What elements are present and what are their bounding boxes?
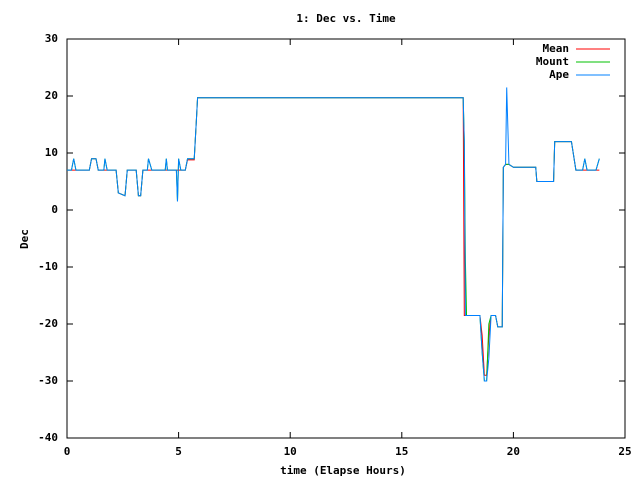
- plot-frame: [66, 38, 626, 439]
- data-line: [67, 97, 600, 376]
- x-tick-label: 25: [618, 445, 631, 458]
- x-axis-label: time (Elapse Hours): [280, 464, 406, 477]
- y-tick-label: -30: [38, 374, 58, 387]
- legend-label: Mean: [543, 42, 570, 55]
- y-tick-label: 30: [45, 32, 58, 45]
- x-tick-label: 5: [175, 445, 182, 458]
- y-tick-label: 0: [51, 203, 58, 216]
- data-line: [67, 87, 600, 382]
- y-tick-label: 10: [45, 146, 58, 159]
- chart-title: 1: Dec vs. Time: [296, 12, 396, 25]
- y-axis-label: Dec: [18, 229, 31, 249]
- y-tick-label: -20: [38, 317, 58, 330]
- data-line: [67, 97, 600, 382]
- y-tick-label: -40: [38, 431, 58, 444]
- y-tick-label: 20: [45, 89, 58, 102]
- legend-label: Mount: [536, 55, 569, 68]
- x-tick-label: 15: [395, 445, 408, 458]
- y-tick-label: -10: [38, 260, 58, 273]
- x-tick-label: 10: [284, 445, 297, 458]
- legend-label: Ape: [549, 68, 569, 81]
- x-tick-label: 20: [507, 445, 520, 458]
- x-tick-label: 0: [64, 445, 71, 458]
